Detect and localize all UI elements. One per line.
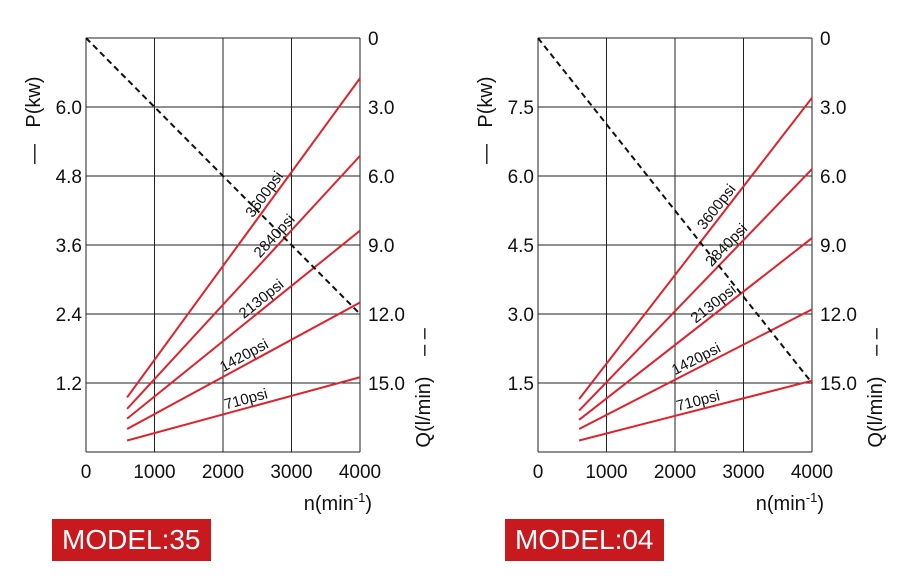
y-tick-left: 1.2: [56, 374, 82, 395]
y-tick-right: 6.0: [368, 167, 394, 188]
y-tick-right: 9.0: [820, 236, 846, 257]
y-axis-right-marker: – –: [413, 327, 435, 356]
y-axis-left-marker: —: [23, 144, 45, 164]
y-tick-right: 0: [368, 29, 379, 50]
y-tick-right: 12.0: [368, 305, 405, 326]
y-axis-left-title: P(kw): [475, 76, 497, 127]
x-tick: 4000: [791, 462, 833, 483]
power-line-2130psi: [578, 237, 813, 421]
y-tick-left: 6.0: [508, 167, 534, 188]
series-label: 3600psi: [694, 181, 740, 233]
chart-2: 1.5 3.0 4.5 6.0 7.5 0 3.0 6.0 9.0 12.0 15.0 0 1000 20…: [475, 29, 887, 515]
x-tick: 2000: [202, 462, 244, 483]
model-label-1: MODEL:35: [52, 519, 211, 561]
x-tick: 3000: [722, 462, 764, 483]
x-axis-title: n(min-1): [756, 490, 824, 515]
y-tick-left: 4.5: [508, 236, 534, 257]
x-tick: 2000: [654, 462, 696, 483]
power-line-710psi: [578, 379, 813, 442]
y-tick-left: 7.5: [508, 98, 534, 119]
flow-line-q: [85, 37, 361, 315]
x-tick: 0: [81, 462, 92, 483]
y-tick-right: 6.0: [820, 167, 846, 188]
y-tick-right: 15.0: [368, 374, 405, 395]
y-tick-left: 3.6: [56, 236, 82, 257]
x-tick: 1000: [133, 462, 175, 483]
x-tick: 0: [533, 462, 544, 483]
x-tick: 3000: [270, 462, 312, 483]
y-axis-right-title: Q(l/min): [865, 376, 887, 447]
power-line-2130psi: [126, 229, 361, 420]
power-line-2840psi: [126, 155, 361, 410]
y-tick-right: 12.0: [820, 305, 857, 326]
x-tick: 1000: [585, 462, 627, 483]
y-tick-left: 2.4: [56, 305, 83, 326]
y-tick-left: 6.0: [56, 98, 82, 119]
flow-line-q: [537, 37, 813, 384]
x-axis-title: n(min-1): [304, 490, 372, 515]
y-axis-right-marker: – –: [865, 327, 887, 356]
model-label-2: MODEL:04: [505, 519, 664, 561]
y-axis-left-marker: —: [475, 144, 497, 164]
power-line-710psi: [126, 376, 361, 442]
chart-1: 1.2 2.4 3.6 4.8 6.0 0 3.0 6.0 9.0 12.0 15.0 0 1000 20…: [23, 29, 435, 515]
power-line-2840psi: [578, 168, 813, 412]
y-tick-left: 1.5: [508, 374, 534, 395]
power-line-3600psi: [578, 97, 813, 400]
y-tick-right: 0: [820, 29, 831, 50]
power-line-3600psi: [126, 77, 361, 398]
y-tick-right: 3.0: [820, 98, 846, 119]
power-line-1420psi: [126, 301, 361, 430]
y-axis-right-title: Q(l/min): [413, 376, 435, 447]
y-tick-right: 3.0: [368, 98, 394, 119]
x-tick: 4000: [339, 462, 381, 483]
y-tick-right: 15.0: [820, 374, 857, 395]
series-label: 2130psi: [688, 281, 740, 327]
y-tick-right: 9.0: [368, 236, 394, 257]
power-line-1420psi: [578, 308, 813, 430]
y-tick-left: 3.0: [508, 305, 534, 326]
y-axis-left-title: P(kw): [23, 76, 45, 127]
y-tick-left: 4.8: [56, 167, 82, 188]
